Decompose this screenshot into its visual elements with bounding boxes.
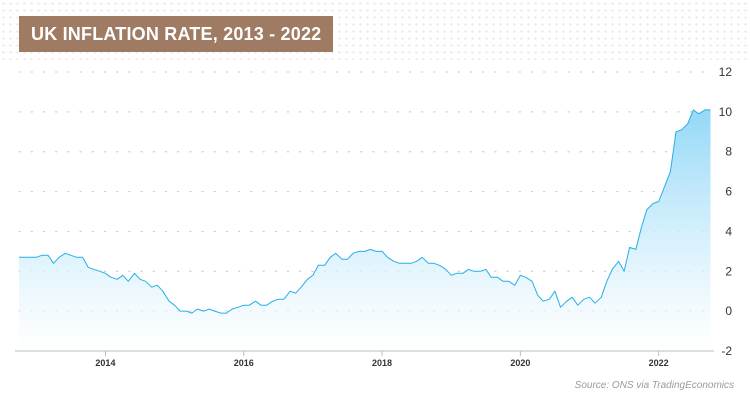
y-tick-label: 10 [719,105,733,119]
y-tick-label: 12 [719,65,733,79]
x-tick-label: 2018 [372,358,392,368]
y-tick-label: 8 [725,145,732,159]
series-area [19,110,711,351]
x-tick-label: 2020 [510,358,530,368]
source-note: Source: ONS via TradingEconomics [575,380,734,391]
x-tick-label: 2016 [234,358,254,368]
y-tick-label: 0 [725,304,732,318]
y-tick-label: -2 [721,344,732,358]
x-tick-label: 2014 [95,358,115,368]
y-tick-label: 2 [725,264,732,278]
y-tick-label: 4 [725,224,732,238]
x-tick-label: 2022 [649,358,669,368]
y-tick-label: 6 [725,185,732,199]
